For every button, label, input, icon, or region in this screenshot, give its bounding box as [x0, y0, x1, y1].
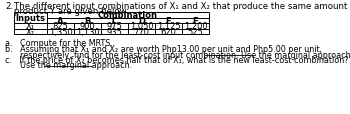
- Text: A: A: [57, 17, 64, 26]
- Text: D: D: [138, 17, 145, 26]
- Text: 1,125: 1,125: [157, 22, 180, 31]
- Text: B: B: [84, 17, 91, 26]
- Text: 525: 525: [188, 27, 203, 36]
- Text: 770: 770: [133, 27, 149, 36]
- Text: 975: 975: [106, 22, 122, 31]
- Text: 825: 825: [52, 22, 69, 31]
- Text: C: C: [111, 17, 118, 26]
- Text: respectively, find for the least-cost input combination. Use the marginal approa: respectively, find for the least-cost in…: [5, 50, 350, 59]
- Text: Combination: Combination: [98, 11, 158, 20]
- Text: c.   If the price of X₂ becomes half that of X₁, what is the new least-cost comb: c. If the price of X₂ becomes half that …: [5, 56, 349, 64]
- Text: 1,200: 1,200: [184, 22, 207, 31]
- Text: X₂: X₂: [26, 27, 35, 36]
- Text: 620: 620: [161, 27, 176, 36]
- Text: Inputs: Inputs: [15, 14, 46, 23]
- Text: 1,130: 1,130: [76, 27, 99, 36]
- Text: E: E: [166, 17, 171, 26]
- Text: 2.: 2.: [5, 2, 13, 11]
- Text: product Y are given below:: product Y are given below:: [14, 7, 129, 16]
- Text: Use the marginal approach.: Use the marginal approach.: [5, 61, 132, 70]
- Text: F: F: [193, 17, 198, 26]
- Text: 1,350: 1,350: [49, 27, 72, 36]
- Text: b.   Assuming that X₁ and X₂ are worth Php13.00 per unit and Php5.00 per unit,: b. Assuming that X₁ and X₂ are worth Php…: [5, 45, 322, 54]
- Text: 1,050: 1,050: [130, 22, 153, 31]
- Text: 935: 935: [106, 27, 122, 36]
- Text: 900: 900: [80, 22, 95, 31]
- Text: The different input combinations of X₁ and X₂ that produce the same amount of: The different input combinations of X₁ a…: [14, 2, 350, 11]
- Text: a.   Compute for the MRTS.: a. Compute for the MRTS.: [5, 39, 113, 48]
- Text: X₁: X₁: [26, 22, 35, 31]
